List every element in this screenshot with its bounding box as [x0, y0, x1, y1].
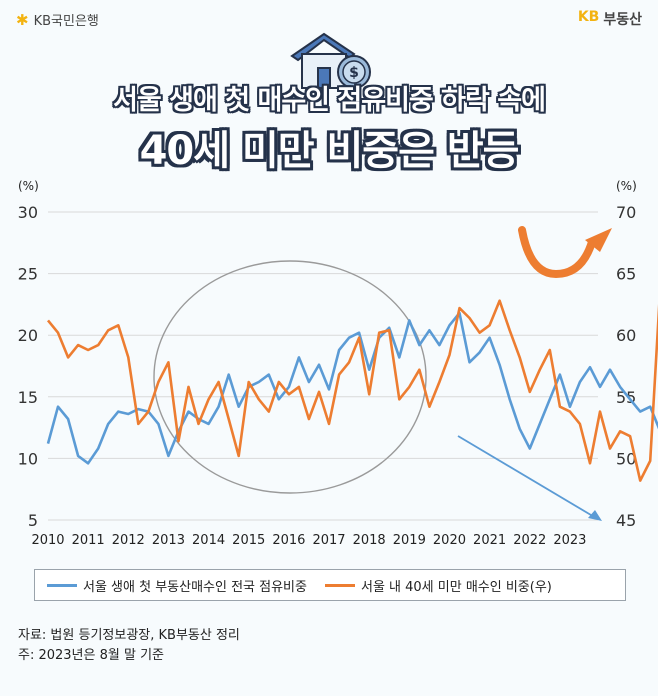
- kb-bank-logo: ✱ KB국민은행: [16, 10, 99, 30]
- kb-star-icon: ✱: [16, 10, 29, 29]
- x-tick-label: 2010: [31, 533, 64, 548]
- legend-item-orange: 서울 내 40세 미만 매수인 비중(우): [324, 576, 552, 595]
- title-line-2: 40세 미만 비중은 반등: [139, 128, 520, 174]
- series-line-orange: [46, 299, 658, 482]
- legend-swatch-blue: [47, 583, 77, 587]
- y-right-tick-label: 60: [616, 326, 636, 345]
- realestate-name: 부동산: [603, 12, 642, 28]
- y-right-tick-label: 45: [616, 511, 636, 530]
- legend-item-blue: 서울 생애 첫 부동산매수인 전국 점유비중: [47, 576, 307, 595]
- y-left-tick-labels: 30 25 20 15 10 5: [18, 203, 38, 530]
- x-tick-label: 2018: [353, 533, 386, 548]
- y-right-unit: (%): [616, 179, 637, 193]
- x-tick-label: 2014: [192, 533, 225, 548]
- svg-text:$: $: [349, 65, 359, 81]
- date-note: 주: 2023년은 8월 말 기준: [18, 648, 164, 663]
- x-tick-label: 2012: [112, 533, 145, 548]
- house-coin-icon: $: [290, 32, 371, 89]
- kb-mark: KB: [577, 9, 600, 25]
- highlight-ellipse: [153, 260, 427, 494]
- footnotes: 자료: 법원 등기정보광장, KB부동산 정리 주: 2023년은 8월 말 기…: [18, 626, 240, 666]
- y-right-tick-label: 70: [616, 203, 636, 222]
- x-tick-label: 2022: [513, 533, 546, 548]
- x-tick-labels: 2010 2011 2012 2013 2014 2015 2016 2017 2018 2019…: [31, 533, 586, 548]
- y-right-tick-label: 50: [616, 449, 636, 468]
- y-right-tick-label: 65: [616, 265, 636, 284]
- x-tick-label: 2019: [393, 533, 426, 548]
- legend-swatch-orange: [324, 583, 355, 587]
- y-left-tick-label: 25: [18, 265, 38, 284]
- legend-label-orange: 서울 내 40세 미만 매수인 비중(우): [360, 579, 552, 595]
- grid-lines: [48, 211, 598, 521]
- x-tick-label: 2015: [232, 533, 265, 548]
- chart-legend: 서울 생애 첫 부동산매수인 전국 점유비중 서울 내 40세 미만 매수인 비…: [34, 569, 626, 601]
- y-left-tick-label: 20: [18, 326, 38, 345]
- x-tick-label: 2021: [473, 533, 506, 548]
- kb-realestate-logo: KB 부동산: [578, 9, 642, 29]
- uptrend-arrowhead: [585, 228, 612, 252]
- kb-bank-name: KB국민은행: [33, 14, 99, 29]
- downtrend-arrowhead: [588, 510, 602, 521]
- x-tick-label: 2016: [272, 533, 305, 548]
- y-left-tick-label: 30: [18, 203, 38, 222]
- x-tick-label: 2011: [72, 533, 105, 548]
- source-note: 자료: 법원 등기정보광장, KB부동산 정리: [18, 628, 240, 643]
- title-line-1: 서울 생애 첫 매수인 점유비중 하락 속에: [113, 85, 546, 116]
- y-left-tick-label: 5: [28, 511, 38, 530]
- series-lines: [46, 299, 658, 482]
- y-left-tick-label: 15: [18, 388, 38, 407]
- series-line-blue: [46, 311, 658, 465]
- x-tick-label: 2020: [433, 533, 466, 548]
- x-tick-label: 2017: [312, 533, 345, 548]
- uptrend-curve-arrow: [518, 226, 596, 279]
- legend-label-blue: 서울 생애 첫 부동산매수인 전국 점유비중: [83, 579, 307, 595]
- x-tick-label: 2013: [152, 533, 185, 548]
- x-tick-label: 2023: [553, 533, 586, 548]
- y-left-tick-label: 10: [18, 449, 38, 468]
- y-left-unit: (%): [18, 179, 39, 193]
- downtrend-arrow: [457, 435, 597, 519]
